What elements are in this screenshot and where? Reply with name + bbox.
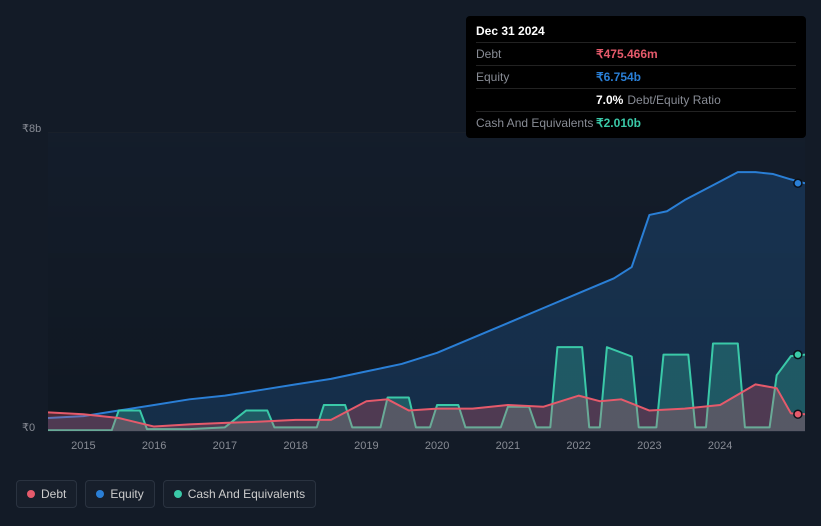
x-axis-tick: 2015 (71, 440, 95, 452)
tooltip-date: Dec 31 2024 (476, 24, 796, 42)
legend-item[interactable]: Cash And Equivalents (163, 480, 316, 508)
legend-label: Debt (41, 487, 66, 501)
tooltip-row-label: Cash And Equivalents (476, 116, 596, 130)
x-axis-tick: 2022 (566, 440, 590, 452)
x-axis-tick: 2016 (142, 440, 166, 452)
tooltip-row: 7.0%Debt/Equity Ratio (476, 88, 796, 111)
tooltip-row-value: 7.0%Debt/Equity Ratio (596, 93, 796, 107)
y-axis-bottom-label: ₹0 (22, 421, 35, 434)
legend-label: Equity (110, 487, 143, 501)
legend: Debt Equity Cash And Equivalents (16, 480, 316, 508)
chart-tooltip: Dec 31 2024 Debt₹475.466mEquity₹6.754b7.… (466, 16, 806, 138)
chart-area: ₹8b ₹0 201520162017201820192020202120222… (16, 120, 806, 470)
tooltip-row-value: ₹475.466m (596, 47, 796, 61)
x-axis-tick: 2019 (354, 440, 378, 452)
x-axis-tick: 2021 (496, 440, 520, 452)
tooltip-row: Debt₹475.466m (476, 42, 796, 65)
plot-surface[interactable] (48, 132, 805, 432)
legend-dot-icon (96, 490, 104, 498)
x-axis-tick: 2020 (425, 440, 449, 452)
series-end-marker (794, 179, 802, 187)
series-end-marker (794, 351, 802, 359)
tooltip-row: Cash And Equivalents₹2.010b (476, 111, 796, 134)
x-axis-tick: 2023 (637, 440, 661, 452)
tooltip-row-label (476, 93, 596, 107)
legend-item[interactable]: Debt (16, 480, 77, 508)
tooltip-row-label: Debt (476, 47, 596, 61)
x-axis-tick: 2024 (708, 440, 732, 452)
tooltip-row-hint: Debt/Equity Ratio (627, 93, 720, 107)
x-axis-tick: 2018 (283, 440, 307, 452)
tooltip-row-value: ₹2.010b (596, 116, 796, 130)
series-end-marker (794, 410, 802, 418)
x-axis-tick: 2017 (213, 440, 237, 452)
tooltip-row-value: ₹6.754b (596, 70, 796, 84)
legend-item[interactable]: Equity (85, 480, 154, 508)
legend-dot-icon (174, 490, 182, 498)
legend-dot-icon (27, 490, 35, 498)
legend-label: Cash And Equivalents (188, 487, 305, 501)
tooltip-row: Equity₹6.754b (476, 65, 796, 88)
x-axis: 2015 2016 2017 2018 2019 2020 2021 2022 2023 2024 (48, 440, 805, 460)
tooltip-row-label: Equity (476, 70, 596, 84)
y-axis-top-label: ₹8b (22, 122, 41, 135)
